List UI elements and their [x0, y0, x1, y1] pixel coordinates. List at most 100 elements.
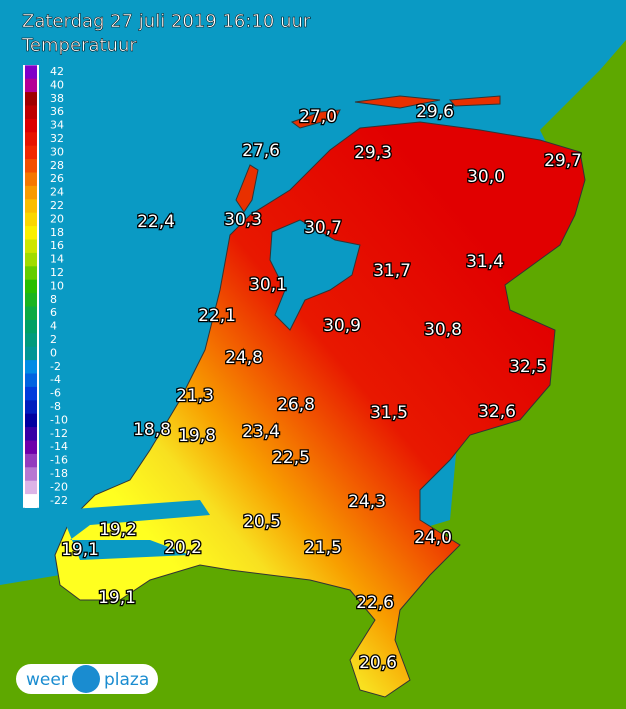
legend-swatch — [25, 172, 37, 187]
legend-swatch — [25, 105, 37, 120]
legend-label: 26 — [50, 172, 64, 185]
station-value: 29,3 — [354, 143, 392, 163]
ijsselmeer — [269, 219, 361, 331]
legend-label: 16 — [50, 239, 64, 252]
station-value: 20,6 — [359, 653, 397, 673]
legend-label: 8 — [50, 293, 57, 306]
station-value: 32,6 — [478, 402, 516, 422]
station-value: 20,2 — [164, 538, 202, 558]
legend-label: 36 — [50, 105, 64, 118]
legend-swatch — [25, 494, 37, 508]
legend-label: 42 — [50, 65, 64, 78]
logo-text: weer — [26, 670, 68, 690]
legend-swatch — [25, 467, 37, 482]
legend-label: -20 — [50, 480, 68, 493]
legend-swatch — [25, 319, 37, 334]
legend-label: 30 — [50, 145, 64, 158]
legend-label: 18 — [50, 226, 64, 239]
station-value: 18,8 — [133, 420, 171, 440]
legend-label: -10 — [50, 413, 68, 426]
legend-swatch — [25, 413, 37, 428]
station-value: 30,0 — [467, 167, 505, 187]
legend-label: -8 — [50, 400, 61, 413]
legend-swatch — [25, 480, 37, 495]
legend-label: 14 — [50, 253, 64, 266]
legend-swatch — [25, 212, 37, 227]
legend: 424038363432302826242220181614121086420-… — [23, 65, 68, 508]
station-value: 22,1 — [198, 306, 236, 326]
station-value: 22,4 — [137, 212, 175, 232]
station-value: 19,8 — [178, 426, 216, 446]
legend-label: 28 — [50, 159, 64, 172]
legend-swatch — [25, 145, 37, 160]
station-value: 23,4 — [242, 422, 280, 442]
legend-swatch — [25, 400, 37, 415]
logo: weer plaza — [16, 664, 158, 694]
legend-swatch — [25, 440, 37, 455]
station-value: 22,5 — [272, 448, 310, 468]
logo-icon — [72, 665, 100, 693]
netherlands — [54, 121, 586, 698]
legend-swatch — [25, 159, 37, 173]
station-value: 26,8 — [277, 395, 315, 415]
station-value: 31,5 — [370, 403, 408, 423]
legend-swatch — [25, 226, 37, 240]
legend-label: 6 — [50, 306, 57, 319]
legend-label: 22 — [50, 199, 64, 212]
legend-swatch — [25, 306, 37, 321]
legend-label: 40 — [50, 78, 64, 91]
legend-swatch — [25, 266, 37, 281]
legend-label: -14 — [50, 440, 68, 453]
subtitle: Temperatuur — [21, 35, 137, 56]
station-value: 19,2 — [99, 520, 137, 540]
legend-label: 4 — [50, 320, 57, 333]
logo-text: plaza — [104, 670, 149, 690]
island — [448, 95, 501, 107]
island — [235, 164, 259, 213]
legend-label: 12 — [50, 266, 64, 279]
legend-swatch — [25, 360, 37, 374]
station-value: 21,3 — [176, 386, 214, 406]
station-value: 19,1 — [61, 540, 99, 560]
station-value: 30,9 — [323, 316, 361, 336]
legend-label: 20 — [50, 212, 64, 225]
legend-label: 34 — [50, 119, 64, 132]
legend-label: 10 — [50, 279, 64, 292]
legend-swatch — [25, 78, 37, 93]
legend-label: -2 — [50, 360, 61, 373]
station-value: 24,0 — [414, 528, 452, 548]
station-value: 30,7 — [304, 218, 342, 238]
stations: 27,0 29,6 27,6 29,3 29,7 30,0 22,4 30,3 30,7 31,7… — [60, 101, 583, 675]
legend-label: -6 — [50, 387, 61, 400]
station-value: 24,8 — [225, 348, 263, 368]
station-value: 27,6 — [242, 141, 280, 161]
legend-label: 38 — [50, 92, 64, 105]
island — [290, 109, 341, 129]
legend-label: 2 — [50, 333, 57, 346]
legend-swatch — [25, 293, 37, 307]
legend-label: 0 — [50, 346, 57, 359]
legend-swatch — [25, 118, 37, 133]
island — [354, 95, 441, 109]
legend-label: -22 — [50, 494, 68, 507]
legend-label: -16 — [50, 454, 68, 467]
legend-label: 32 — [50, 132, 64, 145]
legend-swatch — [25, 185, 37, 200]
legend-swatch — [25, 373, 37, 388]
legend-swatch — [25, 346, 37, 361]
station-value: 30,8 — [424, 320, 462, 340]
station-value: 29,7 — [544, 151, 582, 171]
legend-swatch — [25, 453, 37, 468]
station-value: 19,1 — [98, 588, 136, 608]
station-value: 20,5 — [243, 512, 281, 532]
legend-swatch — [25, 92, 37, 106]
station-value: 27,0 — [299, 107, 337, 127]
legend-swatch — [25, 279, 37, 294]
legend-swatch — [25, 252, 37, 267]
station-value: 31,4 — [466, 252, 504, 272]
legend-label: -18 — [50, 467, 68, 480]
legend-label: -4 — [50, 373, 61, 386]
station-value: 24,3 — [348, 492, 386, 512]
